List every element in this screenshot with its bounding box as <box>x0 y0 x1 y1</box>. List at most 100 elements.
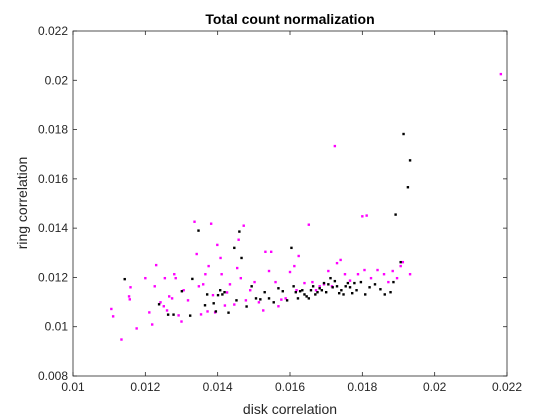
data-point <box>249 289 252 292</box>
data-point <box>153 285 156 288</box>
data-point <box>288 270 292 274</box>
data-point <box>219 289 222 292</box>
data-point <box>186 299 190 302</box>
data-point <box>395 276 399 280</box>
data-point <box>221 293 224 296</box>
data-point <box>394 213 397 216</box>
data-point <box>327 283 330 286</box>
data-point <box>235 299 238 302</box>
data-point <box>163 276 167 280</box>
data-point <box>267 297 271 300</box>
data-point <box>204 273 207 276</box>
y-tick-label: 0.014 <box>38 221 68 235</box>
data-point <box>335 285 339 288</box>
data-point <box>348 286 352 289</box>
data-point <box>314 293 317 296</box>
data-point <box>188 314 192 317</box>
data-point <box>305 295 308 298</box>
data-point <box>233 246 236 250</box>
data-points <box>110 72 503 341</box>
data-point <box>203 304 207 307</box>
data-point <box>342 293 345 296</box>
data-point <box>320 289 324 292</box>
data-point <box>309 289 313 292</box>
y-tick-label: 0.01 <box>45 320 69 334</box>
data-point <box>263 291 266 294</box>
data-point <box>406 186 410 189</box>
y-tick-label: 0.008 <box>38 369 68 383</box>
data-point <box>216 243 219 247</box>
data-point <box>346 281 350 285</box>
data-point <box>351 292 354 295</box>
plot-title: Total count normalization <box>205 11 374 27</box>
data-point <box>311 285 315 288</box>
data-point <box>379 288 382 291</box>
data-point <box>277 287 280 290</box>
y-tick-label: 0.022 <box>38 24 68 38</box>
data-point <box>297 254 300 258</box>
x-tick-label: 0.016 <box>275 380 305 394</box>
x-tick-label: 0.012 <box>130 380 160 394</box>
data-point <box>277 305 280 308</box>
data-point <box>237 238 240 241</box>
data-point <box>219 256 222 260</box>
data-point <box>182 289 185 292</box>
data-point <box>363 268 366 272</box>
data-point <box>197 285 201 288</box>
data-point <box>364 293 367 296</box>
data-point <box>254 297 258 300</box>
data-point <box>165 309 169 312</box>
data-point <box>285 299 289 302</box>
data-point <box>262 309 265 312</box>
data-point <box>129 286 132 289</box>
x-tick-label: 0.01 <box>61 380 85 394</box>
data-point <box>499 72 503 76</box>
data-point <box>180 290 184 293</box>
data-point <box>361 215 364 218</box>
data-point <box>154 263 158 267</box>
data-point <box>331 286 334 289</box>
data-point <box>402 132 405 136</box>
data-point <box>356 273 360 276</box>
data-point <box>387 280 390 284</box>
data-point <box>223 291 226 294</box>
data-point <box>236 266 239 270</box>
data-point <box>244 299 248 302</box>
data-point <box>392 280 395 284</box>
data-point <box>408 273 412 276</box>
data-point <box>206 310 209 313</box>
data-point <box>408 159 412 162</box>
data-point <box>355 289 358 292</box>
data-point <box>359 280 363 284</box>
data-point <box>207 264 210 268</box>
data-point <box>322 283 326 286</box>
data-point <box>240 256 243 260</box>
data-point <box>269 250 273 253</box>
data-point <box>337 292 341 295</box>
data-point <box>239 276 243 280</box>
data-point <box>259 298 262 301</box>
data-point <box>253 280 256 284</box>
data-point <box>293 264 296 268</box>
y-tick-label: 0.018 <box>38 123 68 137</box>
data-point <box>214 310 218 313</box>
data-point <box>228 283 232 286</box>
data-point <box>211 293 215 297</box>
data-point <box>335 261 339 265</box>
data-point <box>264 250 267 253</box>
x-tick-label: 0.022 <box>492 380 522 394</box>
data-point <box>368 286 371 289</box>
data-point <box>202 283 205 286</box>
data-point <box>111 315 115 318</box>
data-point <box>318 287 321 290</box>
data-point <box>295 289 298 292</box>
data-point <box>301 289 304 292</box>
y-tick-label: 0.016 <box>38 172 68 186</box>
data-point <box>110 307 113 311</box>
data-point <box>296 297 300 300</box>
data-point <box>343 273 347 276</box>
data-point <box>220 273 223 276</box>
data-point <box>180 320 183 323</box>
data-point <box>174 276 177 280</box>
data-point <box>401 260 405 264</box>
